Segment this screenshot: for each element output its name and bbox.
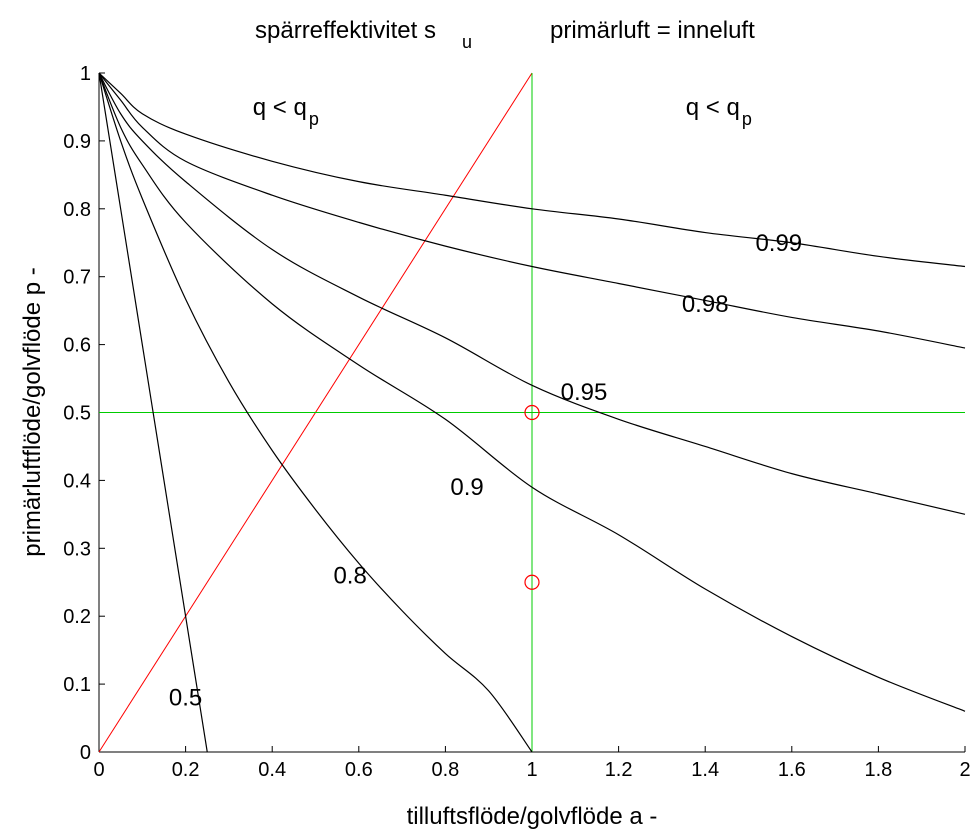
curve-label: 0.8 bbox=[333, 562, 366, 589]
x-tick-label: 1.6 bbox=[778, 759, 806, 781]
y-tick-label: 1 bbox=[80, 63, 91, 85]
y-tick-label: 0.5 bbox=[63, 403, 91, 425]
y-tick-label: 0.2 bbox=[63, 606, 91, 628]
x-tick-label: 0 bbox=[93, 759, 104, 781]
curve-label: 0.95 bbox=[561, 379, 608, 406]
curve-series-0-95 bbox=[98, 72, 966, 515]
x-tick-label: 1.4 bbox=[691, 759, 719, 781]
curve-label: 0.9 bbox=[450, 474, 483, 501]
curve-label: 0.99 bbox=[755, 230, 802, 257]
x-tick-label: 1 bbox=[526, 759, 537, 781]
y-tick-label: 0.8 bbox=[63, 199, 91, 221]
x-tick-label: 0.8 bbox=[431, 759, 459, 781]
x-tick-label: 2 bbox=[959, 759, 970, 781]
y-tick-label: 0.1 bbox=[63, 674, 91, 696]
plot-area: 0 0.2 0.4 0.6 0.8 1 1.2 1.4 1.6 1.8 2 0 0.1 0.2 0.3 0.4… bbox=[63, 63, 970, 781]
title-main: spärreffektivitet s bbox=[255, 17, 436, 44]
region-label-subscript: p bbox=[742, 109, 752, 129]
x-tick-label: 0.6 bbox=[345, 759, 373, 781]
title-subscript: u bbox=[462, 32, 472, 52]
title-right: primärluft = inneluft bbox=[550, 17, 755, 44]
y-tick-label: 0.9 bbox=[63, 131, 91, 153]
x-tick-label: 1.8 bbox=[864, 759, 892, 781]
region-label: q < q bbox=[686, 94, 740, 121]
y-tick-label: 0.7 bbox=[63, 267, 91, 289]
region-label-subscript: p bbox=[309, 109, 319, 129]
curve-label: 0.98 bbox=[682, 291, 729, 318]
marker-point bbox=[524, 404, 540, 421]
chart-title: spärreffektivitet s u primärluft = innel… bbox=[255, 17, 755, 52]
curve-series-0-5 bbox=[98, 72, 208, 753]
region-label: q < q bbox=[253, 94, 307, 121]
y-tick-label: 0.6 bbox=[63, 335, 91, 357]
y-tick-label: 0.4 bbox=[63, 470, 91, 492]
x-tick-label: 0.2 bbox=[172, 759, 200, 781]
x-tick-label: 0.4 bbox=[258, 759, 286, 781]
x-axis-label: tilluftsflöde/golvflöde a - bbox=[407, 803, 658, 830]
curve-label: 0.5 bbox=[169, 685, 202, 712]
y-tick-label: 0 bbox=[80, 742, 91, 764]
x-tick-label: 1.2 bbox=[605, 759, 633, 781]
curve-series-0-98 bbox=[98, 72, 966, 349]
curve-series-0-9 bbox=[98, 72, 966, 712]
marker-point bbox=[524, 574, 540, 590]
y-tick-label: 0.3 bbox=[63, 538, 91, 560]
curve-series-0-8 bbox=[98, 72, 533, 753]
curve-series-0-99 bbox=[98, 72, 966, 268]
y-axis-label: primärluftflöde/golvflöde p - bbox=[19, 267, 46, 556]
